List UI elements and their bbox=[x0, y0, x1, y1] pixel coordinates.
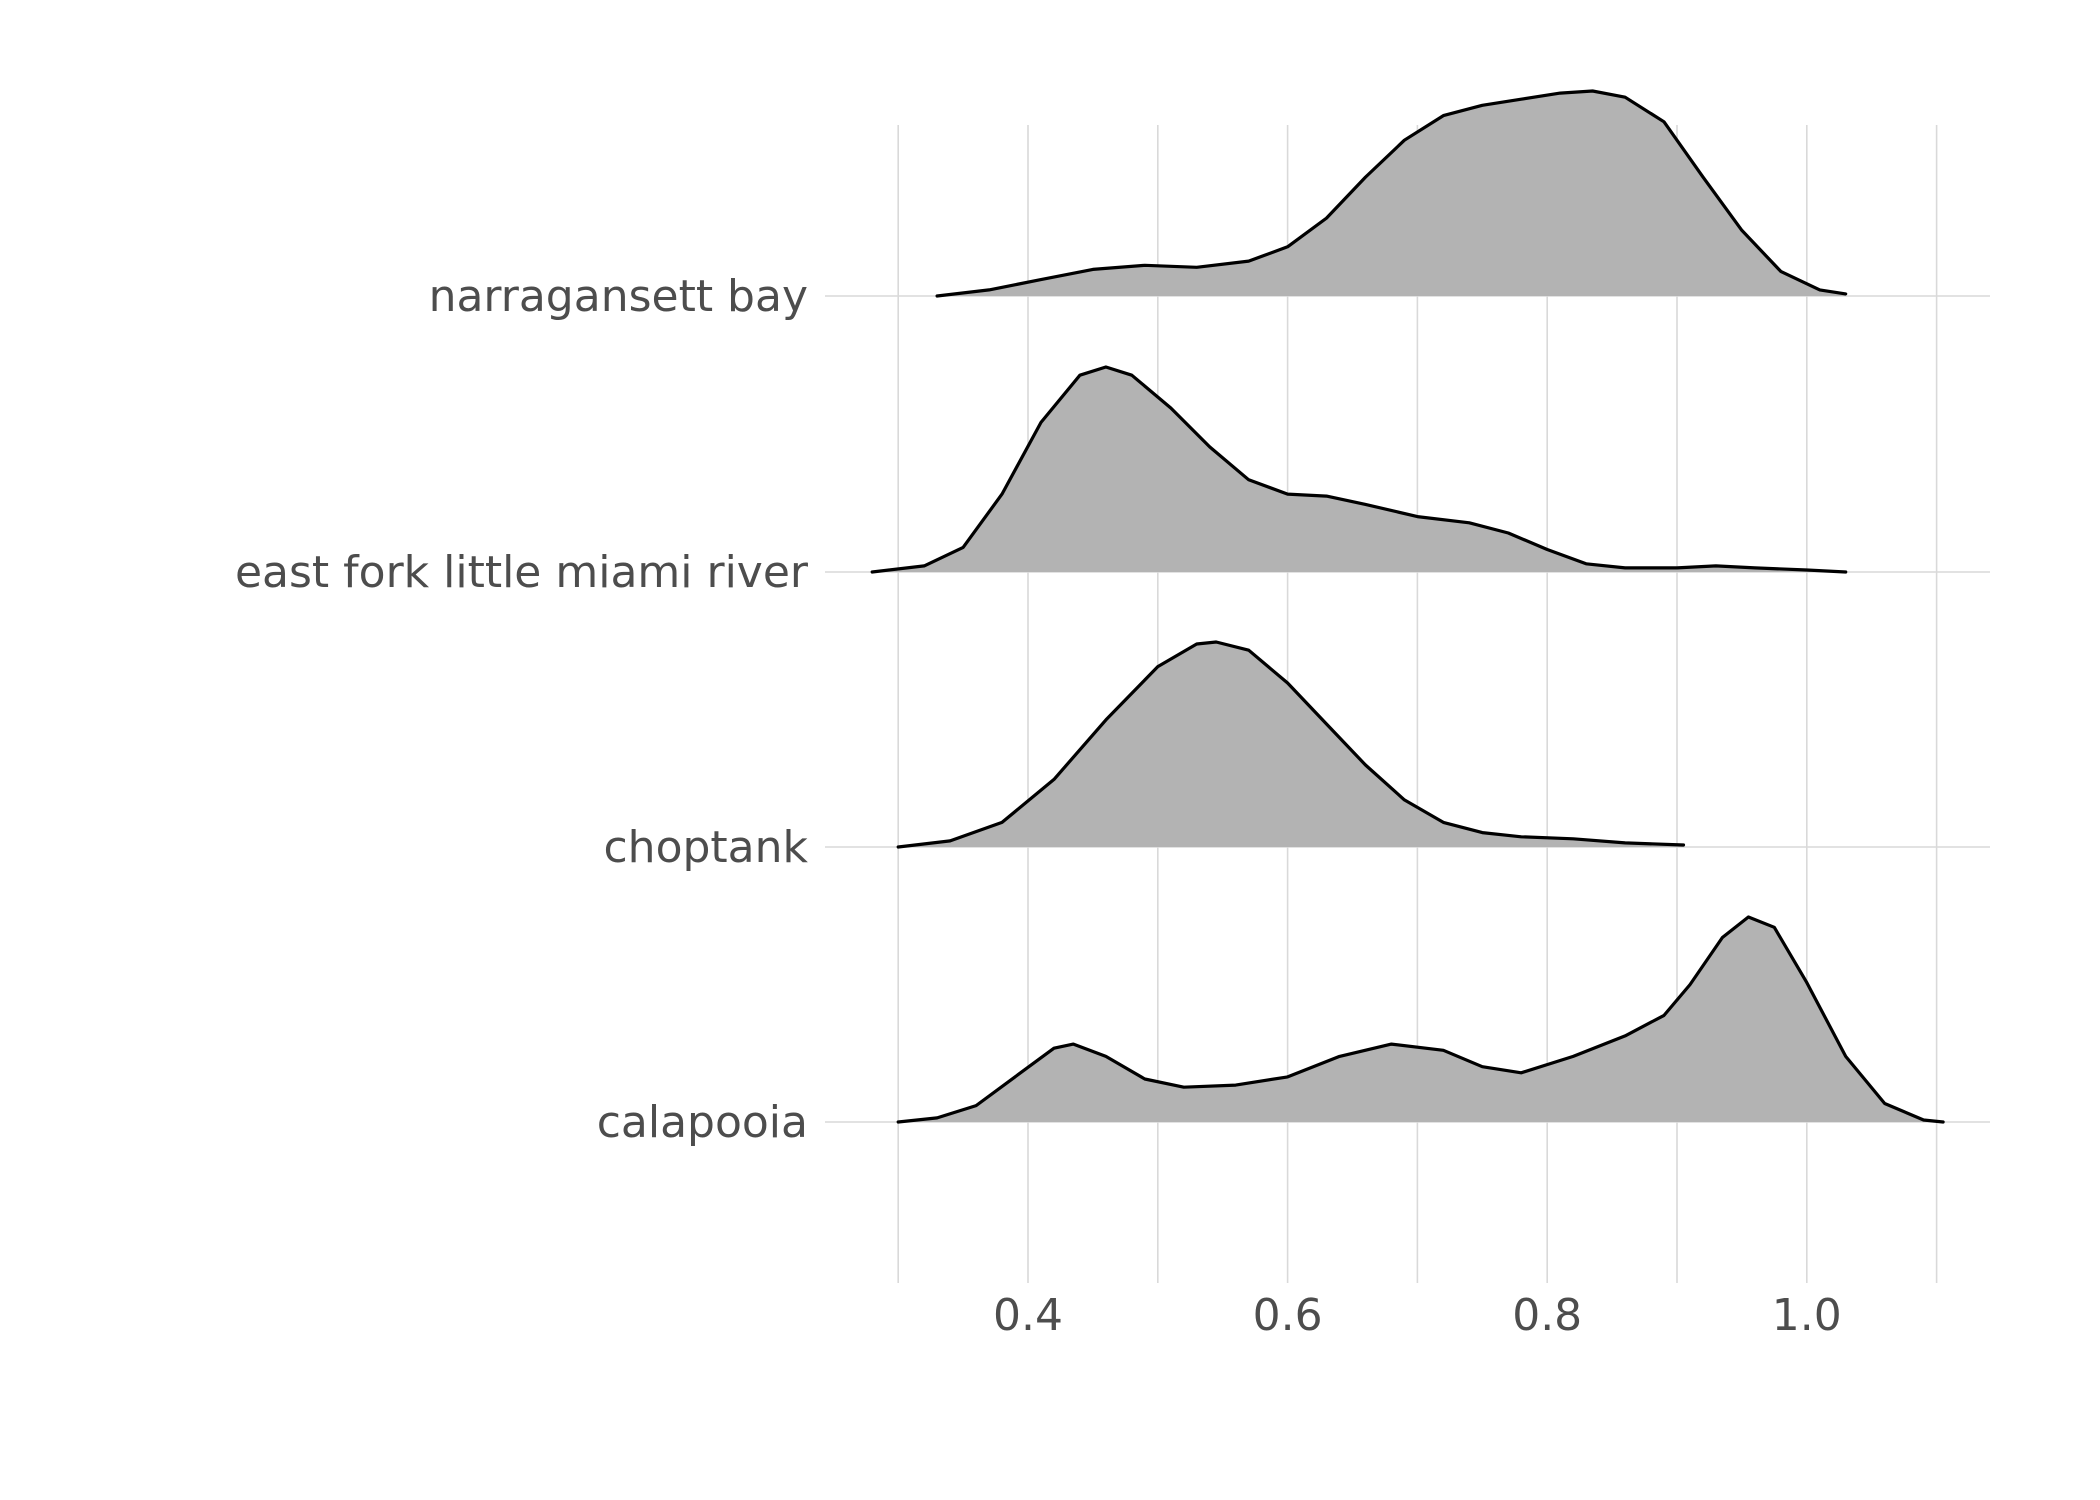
x-axis-labels: 0.4 0.6 0.8 1.0 bbox=[993, 1290, 1842, 1341]
ridge-area-east-fork-little-miami-river bbox=[872, 367, 1846, 572]
ridges bbox=[870, 89, 1945, 1124]
y-tick-label: calapooia bbox=[597, 1097, 808, 1148]
y-axis-labels: narragansett bay east fork little miami r… bbox=[235, 271, 809, 1148]
ridge-line-narragansett-bay bbox=[935, 89, 1848, 298]
y-tick-label: choptank bbox=[603, 822, 808, 873]
ridge-area-narragansett-bay bbox=[937, 91, 1846, 296]
x-tick-label: 0.4 bbox=[993, 1290, 1063, 1341]
x-tick-label: 0.6 bbox=[1253, 1290, 1323, 1341]
ridge-area-choptank bbox=[898, 642, 1684, 847]
ridge-line-choptank bbox=[896, 640, 1686, 849]
y-tick-label: east fork little miami river bbox=[235, 547, 809, 598]
ridge-line-calapooia bbox=[896, 915, 1945, 1124]
y-tick-label: narragansett bay bbox=[429, 271, 808, 322]
x-tick-label: 1.0 bbox=[1772, 1290, 1842, 1341]
x-tick-label: 0.8 bbox=[1512, 1290, 1582, 1341]
ridge-line-east-fork-little-miami-river bbox=[870, 365, 1848, 574]
ridge-area-calapooia bbox=[898, 917, 1944, 1122]
